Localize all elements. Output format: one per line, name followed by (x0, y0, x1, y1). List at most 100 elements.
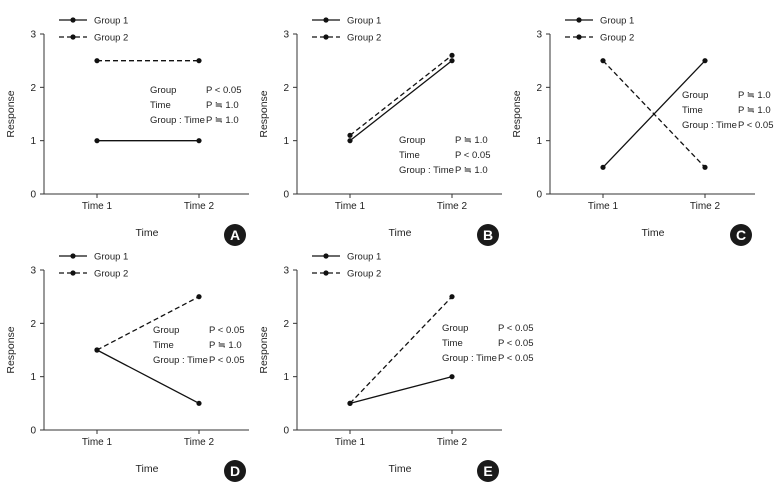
stats-p-value: P < 0.05 (498, 338, 533, 349)
stats-term: Group (682, 90, 708, 101)
data-point (702, 164, 708, 170)
y-tick-label: 2 (283, 83, 289, 94)
legend-label: Group 1 (600, 16, 634, 27)
y-tick-label: 2 (30, 83, 36, 94)
y-axis-title: Response (511, 90, 523, 137)
y-tick-label: 0 (283, 190, 289, 201)
data-point (196, 58, 202, 64)
y-axis-title: Response (258, 90, 270, 137)
panel-badge (730, 224, 752, 246)
legend-marker (323, 17, 329, 23)
y-tick-label: 3 (30, 266, 36, 277)
y-tick-label: 3 (283, 30, 289, 41)
panel-badge (477, 224, 499, 246)
series-line-1 (349, 60, 453, 142)
x-axis-title: Time (389, 227, 412, 239)
panel-letter: C (736, 227, 746, 243)
data-point (196, 400, 202, 406)
stats-p-value: P ≒ 1.0 (455, 165, 488, 176)
y-tick-label: 2 (30, 319, 36, 330)
legend-label: Group 2 (347, 33, 381, 44)
data-point (449, 294, 455, 300)
data-point (196, 294, 202, 300)
panel-e: 0 1 2 3 Time 1 Time 2 Time Response Group 1 Group… (258, 252, 533, 482)
y-axis-title: Response (5, 90, 17, 137)
x-tick-label: Time 1 (588, 201, 619, 212)
y-tick-label: 3 (536, 30, 542, 41)
legend-marker (576, 34, 582, 40)
y-tick-label: 0 (283, 426, 289, 437)
panel-letter: D (230, 463, 240, 479)
x-axis-title: Time (389, 463, 412, 475)
y-tick-label: 1 (536, 136, 542, 147)
stats-term: Time (442, 338, 463, 349)
y-tick-label: 3 (283, 266, 289, 277)
stats-term: Time (153, 340, 174, 351)
y-tick-label: 0 (30, 426, 36, 437)
legend-label: Group 1 (347, 16, 381, 27)
legend-marker (70, 34, 76, 40)
panel-letter: B (483, 227, 493, 243)
stats-p-value: P < 0.05 (209, 325, 244, 336)
stats-term: Group : Time (682, 120, 737, 131)
y-tick-label: 0 (536, 190, 542, 201)
y-tick-label: 2 (283, 319, 289, 330)
legend-marker (70, 270, 76, 276)
y-tick-label: 1 (30, 372, 36, 383)
panel-b: 0 1 2 3 Time 1 Time 2 Time Response Group 1 Group… (258, 16, 502, 246)
legend-label: Group 2 (94, 33, 128, 44)
x-tick-label: Time 2 (437, 437, 468, 448)
x-axis-title: Time (642, 227, 665, 239)
legend-label: Group 2 (94, 269, 128, 280)
x-tick-label: Time 2 (184, 201, 215, 212)
stats-p-value: P ≒ 1.0 (206, 100, 239, 111)
y-tick-label: 2 (536, 83, 542, 94)
panel-badge (224, 460, 246, 482)
legend-marker (323, 34, 329, 40)
panel-badge (477, 460, 499, 482)
x-axis-title: Time (136, 463, 159, 475)
y-axis-title: Response (258, 326, 270, 373)
stats-term: Time (682, 105, 703, 116)
x-tick-label: Time 1 (335, 201, 366, 212)
x-tick-label: Time 2 (690, 201, 721, 212)
x-tick-label: Time 1 (335, 437, 366, 448)
stats-p-value: P < 0.05 (455, 150, 490, 161)
series-line-2 (349, 54, 453, 136)
data-point (94, 138, 100, 144)
stats-p-value: P < 0.05 (206, 85, 241, 96)
data-point (347, 138, 353, 144)
stats-p-value: P ≒ 1.0 (455, 135, 488, 146)
stats-p-value: P < 0.05 (498, 353, 533, 364)
data-point (600, 164, 606, 170)
legend-marker (70, 17, 76, 23)
stats-term: Time (150, 100, 171, 111)
legend-label: Group 2 (600, 33, 634, 44)
panel-letter: A (230, 227, 240, 243)
data-point (94, 58, 100, 64)
stats-p-value: P ≒ 1.0 (206, 115, 239, 126)
x-tick-label: Time 2 (184, 437, 215, 448)
stats-p-value: P ≒ 1.0 (738, 105, 771, 116)
legend-marker (323, 270, 329, 276)
legend-label: Group 1 (347, 252, 381, 263)
stats-term: Group (442, 323, 468, 334)
panel-a: 0 1 2 3 Time 1 Time 2 Time Response Group 1 Group… (5, 16, 249, 246)
legend-marker (70, 253, 76, 259)
stats-p-value: P ≒ 1.0 (738, 90, 771, 101)
stats-term: Time (399, 150, 420, 161)
x-axis-title: Time (136, 227, 159, 239)
data-point (449, 52, 455, 58)
data-point (702, 58, 708, 64)
x-tick-label: Time 1 (82, 201, 113, 212)
stats-term: Group : Time (442, 353, 497, 364)
x-tick-label: Time 2 (437, 201, 468, 212)
y-tick-label: 1 (283, 136, 289, 147)
y-tick-label: 1 (30, 136, 36, 147)
series-line-2 (96, 296, 200, 351)
series-line-2 (602, 60, 706, 168)
y-tick-label: 3 (30, 30, 36, 41)
stats-p-value: P < 0.05 (738, 120, 773, 131)
stats-p-value: P < 0.05 (209, 355, 244, 366)
data-point (449, 374, 455, 380)
